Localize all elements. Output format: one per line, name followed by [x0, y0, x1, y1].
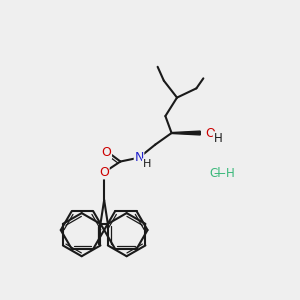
Text: Cl: Cl [210, 167, 221, 180]
Polygon shape [172, 131, 200, 135]
Text: O: O [99, 166, 109, 179]
Text: H: H [226, 167, 235, 180]
Text: H: H [213, 132, 222, 145]
Text: O: O [205, 127, 215, 140]
Text: H: H [142, 159, 151, 169]
Text: O: O [101, 146, 111, 159]
Text: N: N [134, 151, 144, 164]
Text: —: — [213, 167, 225, 180]
